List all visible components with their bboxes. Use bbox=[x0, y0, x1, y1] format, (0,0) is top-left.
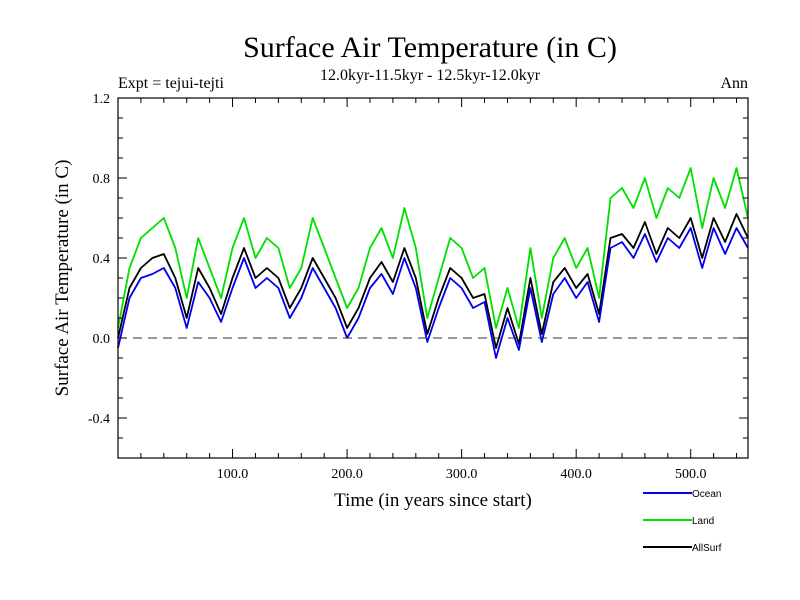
legend-label-allsurf: AllSurf bbox=[692, 543, 722, 554]
x-tick-label: 500.0 bbox=[675, 467, 707, 482]
chart-title: Surface Air Temperature (in C) bbox=[243, 31, 617, 64]
axis-ticks bbox=[118, 97, 748, 459]
x-tick-label: 200.0 bbox=[331, 467, 363, 482]
legend-label-land: Land bbox=[692, 516, 714, 527]
plot-series bbox=[117, 167, 749, 359]
y-tick-label: -0.4 bbox=[88, 412, 110, 427]
experiment-label: Expt = tejui-tejti bbox=[118, 75, 224, 92]
chart-subtitle: 12.0kyr-11.5kyr - 12.5kyr-12.0kyr bbox=[320, 67, 541, 84]
y-tick-label: 0.0 bbox=[93, 332, 111, 347]
y-tick-label: 0.8 bbox=[93, 172, 111, 187]
y-tick-label: 0.4 bbox=[93, 252, 111, 267]
x-tick-label: 300.0 bbox=[446, 467, 478, 482]
series-line-allsurf bbox=[117, 213, 749, 349]
series-line-land bbox=[117, 167, 749, 329]
y-tick-label: 1.2 bbox=[93, 92, 111, 107]
axis-tick-labels: -0.4 0.0 0.4 0.8 1.2 100.0 200.0 300.0 400.0 500.… bbox=[88, 92, 707, 482]
x-axis-label: Time (in years since start) bbox=[334, 490, 532, 511]
plot-frame bbox=[117, 97, 749, 459]
series-line-ocean bbox=[117, 227, 749, 359]
x-tick-label: 400.0 bbox=[560, 467, 592, 482]
period-label: Ann bbox=[720, 75, 748, 92]
y-axis-label: Surface Air Temperature (in C) bbox=[52, 160, 73, 397]
legend-label-ocean: Ocean bbox=[692, 489, 721, 500]
legend: Ocean Land AllSurf bbox=[643, 489, 722, 554]
x-tick-label: 100.0 bbox=[217, 467, 249, 482]
